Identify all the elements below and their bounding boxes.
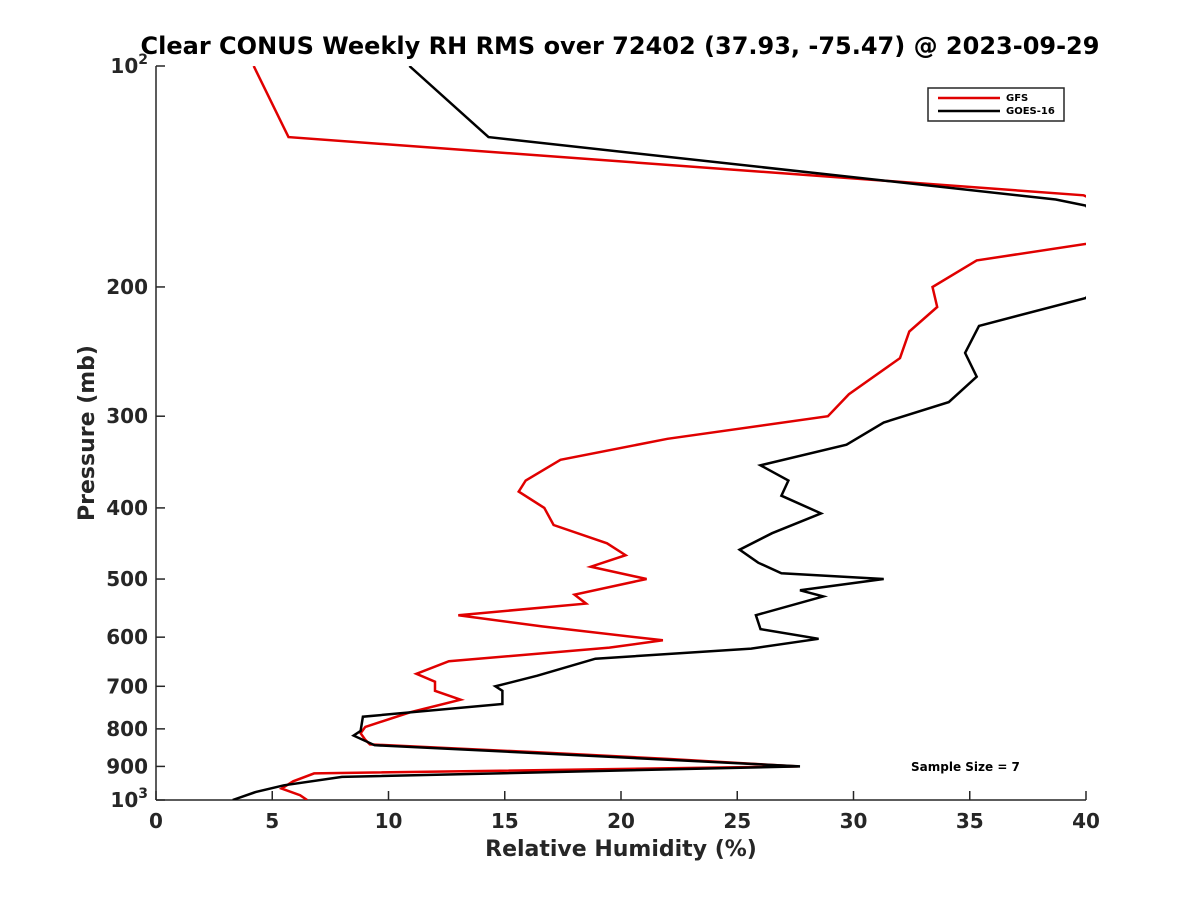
legend-label-goes16: GOES-16 xyxy=(1006,106,1055,117)
y-tick-label: 500 xyxy=(106,567,148,591)
sample-size-annotation: Sample Size = 7 xyxy=(911,760,1020,774)
x-axis-label: Relative Humidity (%) xyxy=(485,837,757,862)
x-tick-label: 15 xyxy=(491,809,519,833)
x-tick-label: 10 xyxy=(375,809,403,833)
x-tick-label: 5 xyxy=(265,809,279,833)
x-tick-label: 25 xyxy=(723,809,751,833)
legend-box xyxy=(927,87,1065,122)
series-line-goes16 xyxy=(232,66,1086,800)
x-tick-label: 35 xyxy=(956,809,984,833)
legend-label-gfs: GFS xyxy=(1006,93,1028,104)
chart-title: Clear CONUS Weekly RH RMS over 72402 (37… xyxy=(141,32,1100,60)
series-line-gfs xyxy=(252,66,1086,800)
y-tick-label: 600 xyxy=(106,625,148,649)
axes: 0 5 10 15 20 25 30 35 40 102 200 300 400 500 600 700 800… xyxy=(106,52,1100,833)
y-tick-label: 800 xyxy=(106,717,148,741)
series-lines xyxy=(232,66,1086,800)
y-tick-label: 400 xyxy=(106,496,148,520)
x-tick-label: 40 xyxy=(1072,809,1100,833)
y-tick-label: 102 xyxy=(110,52,148,78)
y-tick-label: 300 xyxy=(106,404,148,428)
y-tick-label: 900 xyxy=(106,754,148,778)
y-tick-label: 700 xyxy=(106,674,148,698)
x-tick-label: 0 xyxy=(149,809,163,833)
y-axis-label: Pressure (mb) xyxy=(75,345,100,521)
y-tick-label: 103 xyxy=(110,786,148,812)
x-tick-label: 20 xyxy=(607,809,635,833)
y-tick-label: 200 xyxy=(106,275,148,299)
x-tick-label: 30 xyxy=(840,809,868,833)
legend: GFS GOES-16 xyxy=(927,87,1065,122)
